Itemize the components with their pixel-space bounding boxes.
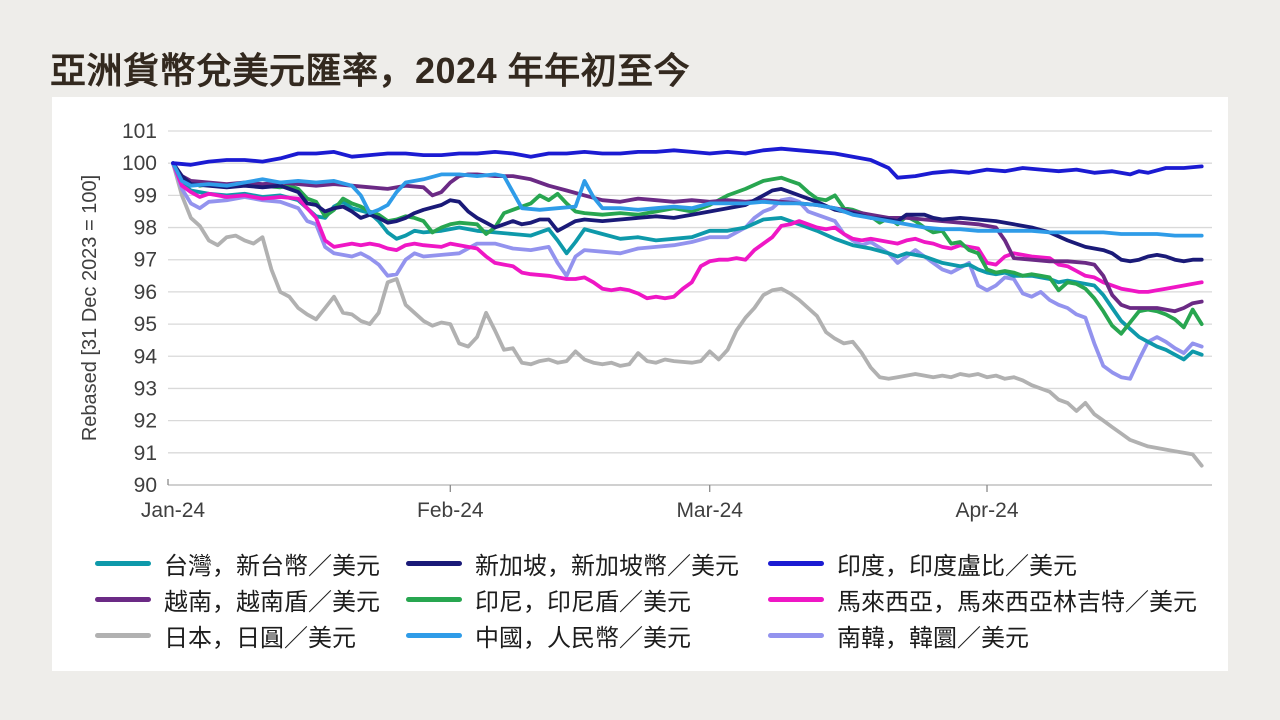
y-tick-label-98: 98 bbox=[134, 217, 157, 240]
legend-item-singapore: 新加坡，新加坡幣／美元 bbox=[406, 549, 768, 580]
legend-swatch-indonesia bbox=[406, 597, 462, 602]
legend-item-taiwan: 台灣，新台幣／美元 bbox=[95, 549, 406, 580]
legend-swatch-malaysia bbox=[768, 597, 824, 602]
legend-swatch-vietnam bbox=[95, 597, 151, 602]
page-title: 亞洲貨幣兌美元匯率，2024 年年初至今 bbox=[50, 50, 691, 91]
y-tick-label-93: 93 bbox=[134, 377, 157, 400]
x-tick-label-Jan-24: Jan-24 bbox=[141, 499, 206, 522]
legend-swatch-japan bbox=[95, 633, 151, 638]
series-line-singapore bbox=[171, 161, 1204, 264]
y-tick-label-97: 97 bbox=[134, 249, 157, 272]
series-line-india bbox=[171, 146, 1204, 180]
x-tick-label-Feb-24: Feb-24 bbox=[417, 499, 484, 522]
legend-swatch-taiwan bbox=[95, 561, 151, 566]
y-tick-label-91: 91 bbox=[134, 442, 157, 465]
series-line-china bbox=[171, 161, 1204, 238]
series-line-malaysia bbox=[171, 161, 1204, 301]
series-line-japan bbox=[171, 161, 1204, 468]
legend-item-malaysia: 馬來西亞，馬來西亞林吉特／美元 bbox=[768, 585, 1205, 616]
y-tick-label-101: 101 bbox=[122, 120, 157, 143]
legend-label-malaysia: 馬來西亞，馬來西亞林吉特／美元 bbox=[837, 589, 1197, 616]
chart-card: Rebased [31 Dec 2023 = 100] 90 91 92 93 94 95… bbox=[52, 97, 1228, 671]
y-tick-label-96: 96 bbox=[134, 281, 157, 304]
y-tick-label-95: 95 bbox=[134, 313, 157, 336]
legend-label-indonesia: 印尼，印尼盾／美元 bbox=[475, 589, 691, 616]
legend-label-singapore: 新加坡，新加坡幣／美元 bbox=[475, 553, 739, 580]
series-line-taiwan bbox=[171, 161, 1204, 362]
y-tick-label-94: 94 bbox=[134, 345, 158, 368]
legend-item-japan: 日本，日圓／美元 bbox=[95, 621, 406, 652]
legend-swatch-korea bbox=[768, 633, 824, 638]
series-line-indonesia bbox=[171, 161, 1204, 336]
legend-swatch-singapore bbox=[406, 561, 462, 566]
legend-label-india: 印度，印度盧比／美元 bbox=[837, 553, 1077, 580]
legend-label-japan: 日本，日圓／美元 bbox=[164, 625, 356, 652]
legend-item-india: 印度，印度盧比／美元 bbox=[768, 549, 1205, 580]
series-line-korea bbox=[171, 161, 1204, 381]
legend-label-vietnam: 越南，越南盾／美元 bbox=[164, 589, 380, 616]
legend-label-taiwan: 台灣，新台幣／美元 bbox=[164, 553, 380, 580]
y-tick-label-99: 99 bbox=[134, 184, 157, 207]
y-tick-label-100: 100 bbox=[122, 152, 157, 175]
legend-item-vietnam: 越南，越南盾／美元 bbox=[95, 585, 406, 616]
legend-label-china: 中國，人民幣／美元 bbox=[475, 625, 691, 652]
legend-item-indonesia: 印尼，印尼盾／美元 bbox=[406, 585, 768, 616]
legend-swatch-china bbox=[406, 633, 462, 638]
y-tick-label-92: 92 bbox=[134, 410, 157, 433]
plot-area: 90 91 92 93 94 95 96 97 98 99 100 101 Jan-24 Feb-24 Ma… bbox=[122, 120, 1212, 522]
legend-swatch-india bbox=[768, 561, 824, 566]
x-tick-label-Apr-24: Apr-24 bbox=[955, 499, 1018, 522]
legend-item-china: 中國，人民幣／美元 bbox=[406, 621, 768, 652]
y-tick-label-90: 90 bbox=[134, 474, 157, 497]
x-tick-label-Mar-24: Mar-24 bbox=[676, 499, 743, 522]
legend-label-korea: 南韓，韓圜／美元 bbox=[837, 625, 1029, 652]
legend-item-korea: 南韓，韓圜／美元 bbox=[768, 621, 1205, 652]
legend: 台灣，新台幣／美元 新加坡，新加坡幣／美元 印度，印度盧比／美元越南，越南盾／美元 印… bbox=[95, 549, 1205, 652]
